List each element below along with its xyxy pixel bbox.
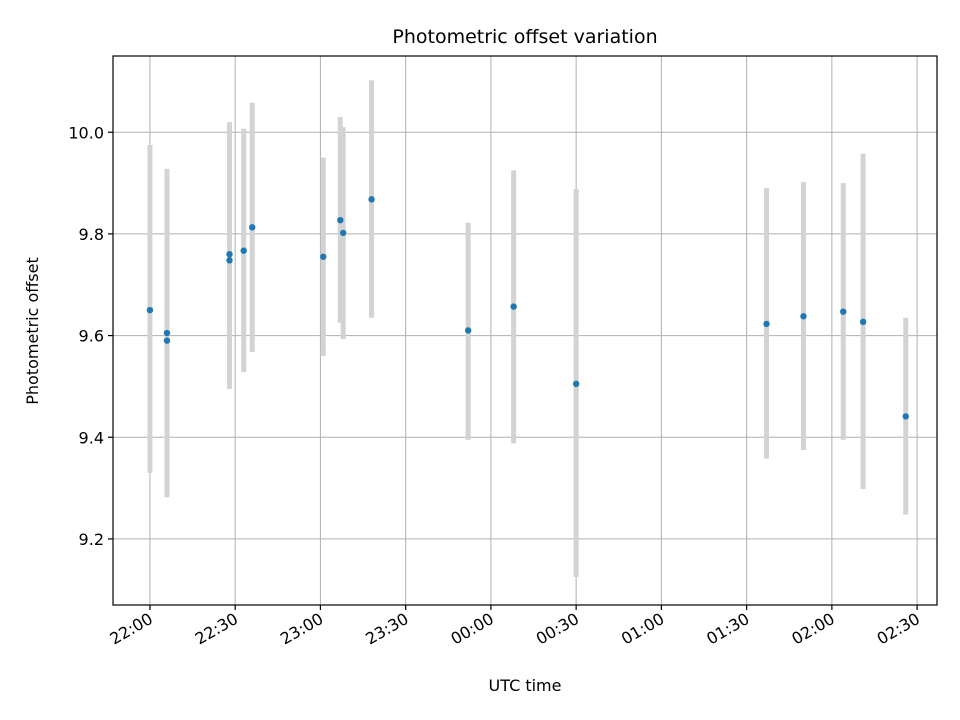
data-point [226, 251, 233, 258]
y-tick-label: 10.0 [68, 123, 104, 142]
x-axis-title: UTC time [489, 676, 562, 695]
data-point [763, 320, 770, 328]
data-point [146, 306, 154, 314]
y-axis-ticks: 9.2 9.4 9.6 9.8 10.0 [68, 123, 113, 549]
data-point [859, 318, 867, 326]
data-point [902, 413, 909, 420]
data-points [146, 196, 909, 420]
plot-frame [112, 55, 938, 606]
errorbars [147, 80, 909, 578]
data-point [337, 216, 344, 224]
data-point [320, 253, 327, 260]
x-tick-label: 01:00 [618, 609, 667, 649]
x-tick-label: 01:30 [703, 609, 752, 649]
x-tick-label: 02:30 [874, 609, 923, 649]
data-point [163, 329, 171, 337]
y-tick-label: 9.4 [79, 428, 104, 447]
data-point [163, 337, 171, 344]
y-tick-label: 9.6 [79, 327, 104, 346]
x-tick-label: 00:30 [533, 609, 582, 649]
data-point [510, 303, 517, 310]
grid [113, 56, 937, 605]
data-point [226, 257, 233, 264]
data-point [840, 308, 847, 315]
y-axis-title: Photometric offset [23, 257, 42, 405]
data-point [368, 196, 375, 203]
chart-title: Photometric offset variation [392, 26, 657, 48]
x-tick-label: 02:00 [788, 609, 837, 649]
y-tick-label: 9.8 [79, 225, 104, 244]
y-tick-label: 9.2 [79, 530, 104, 549]
data-point [572, 380, 580, 388]
data-point [339, 229, 347, 237]
data-point [249, 224, 256, 231]
x-tick-label: 23:30 [362, 609, 411, 649]
data-point [240, 247, 247, 254]
data-point [800, 313, 807, 320]
x-tick-label: 22:30 [192, 609, 241, 649]
x-axis-ticks: 22:00 22:30 23:00 23:30 00:00 00:30 01:00 01:30… [107, 605, 923, 649]
x-tick-label: 00:00 [447, 609, 496, 649]
x-tick-label: 22:00 [107, 609, 156, 649]
data-point [464, 327, 472, 334]
x-tick-label: 23:00 [277, 609, 326, 649]
